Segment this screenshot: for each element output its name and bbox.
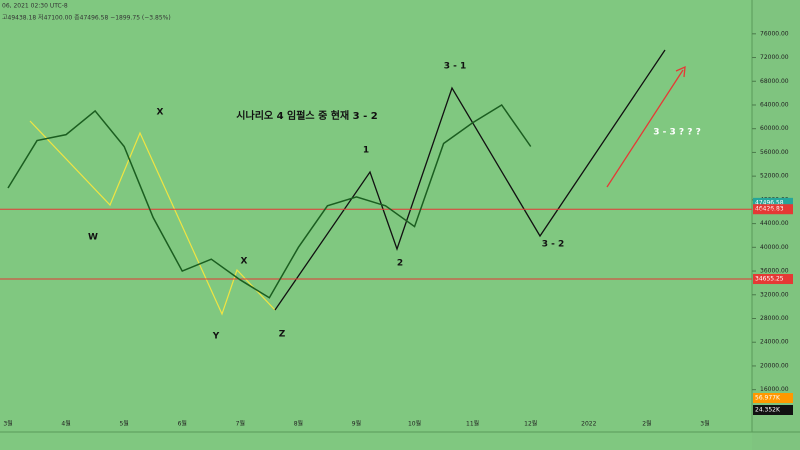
wave-label: Y [212,332,220,342]
y-tick-label: 76000.00 [760,30,789,37]
x-tick-label: 11월 [466,420,479,428]
x-tick-label: 8월 [294,420,303,428]
volume-tag [753,405,793,415]
x-tick-label: 3월 [700,420,709,428]
x-tick-label: 5월 [119,420,128,428]
y-tick-label: 72000.00 [760,54,789,61]
header: 06, 2021 02:30 UTC-8 [2,3,68,10]
wave-label: X [241,257,248,267]
price-label: 46426.83 [755,206,784,213]
arrow-head [675,65,686,78]
y-tick-label: 16000.00 [760,386,789,393]
ohlc: 고49438.18 저47100.00 종47496.58 −1899.75 (… [2,14,171,22]
y-tick-label: 32000.00 [760,291,789,298]
x-tick-label: 3월 [3,420,12,428]
y-tick-label: 52000.00 [760,173,789,180]
price-tag [753,197,793,208]
wave-label: 3 - 2 [542,240,565,250]
x-tick-label: 2월 [642,420,651,428]
wave-label: 3 - 3 ? ? ? [653,128,701,138]
y-tick-label: 24000.00 [760,339,789,346]
y-tick-label: 64000.00 [760,101,789,108]
price-tag [753,204,793,215]
volume-label: 24.352K [755,407,781,414]
arrow [606,69,684,188]
wave-label: W [88,233,98,243]
x-tick-label: 9월 [352,420,361,428]
y-tick-label: 56000.00 [760,149,789,156]
y-tick-label: 40000.00 [760,244,789,251]
wave-label: X [157,108,164,118]
volume-label: 56.977K [755,395,781,402]
wave-label: Z [279,330,286,340]
x-tick-label: 12월 [524,420,537,428]
y-tick-label: 68000.00 [760,78,789,85]
price-label: 47496.58 [755,199,784,206]
x-tick-label: 4월 [61,420,70,428]
y-tick-label: 20000.00 [760,362,789,369]
x-tick-label: 7월 [236,420,245,428]
price-label: 34655.25 [755,276,784,283]
x-tick-label: 10월 [408,420,421,428]
price-axis [752,0,800,450]
wave-label: 3 - 1 [444,62,467,72]
chart-title: 시나리오 4 임펄스 중 현재 3 - 2 [236,109,377,122]
price-tag [753,274,793,285]
volume-tag [753,393,793,403]
y-tick-label: 44000.00 [760,220,789,227]
y-tick-label: 28000.00 [760,315,789,322]
x-tick-label: 6월 [178,420,187,428]
wave-line [274,49,666,311]
wave-line [29,120,276,316]
x-tick-label: 2022 [581,421,596,428]
y-tick-label: 36000.00 [760,268,789,275]
y-tick-label: 60000.00 [760,125,789,132]
countdown: 13:29:57 [755,207,782,214]
wave-label: 2 [397,259,403,269]
price-line [7,103,532,299]
wave-label: 1 [363,146,369,156]
